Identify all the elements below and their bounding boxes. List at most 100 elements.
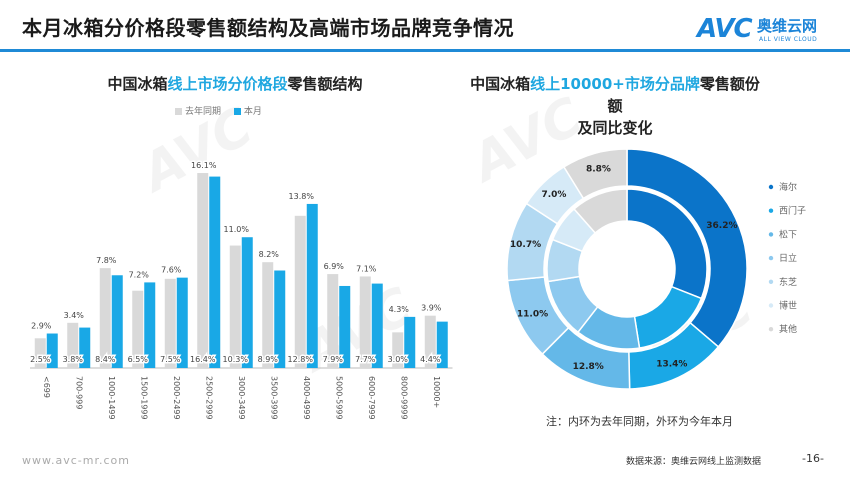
legend-marker [768, 279, 774, 284]
legend-swatch-prev [175, 108, 182, 115]
data-label-prev: 7.9% [323, 355, 344, 364]
data-label-current: 13.8% [289, 192, 315, 201]
x-tick-label: 3500-3999 [269, 376, 278, 420]
bar-chart-title: 中国冰箱线上市场分价格段零售额结构 [60, 73, 410, 94]
data-label-prev: 3.8% [63, 355, 84, 364]
bar-prev-year [34, 338, 46, 368]
legend-marker [768, 255, 774, 261]
data-label-current: 4.3% [389, 305, 410, 314]
legend-label-curr: 本月 [243, 107, 262, 117]
title-divider [0, 49, 850, 52]
bar-current-month [111, 275, 123, 368]
slice-label: 12.8% [573, 362, 604, 372]
data-label-prev: 6.5% [128, 355, 149, 364]
data-label-current: 6.9% [324, 262, 345, 271]
donut-title-part: 零售额份额 [607, 75, 760, 115]
bar-legend: 去年同期 本月 [175, 104, 272, 117]
bar-current-month [209, 176, 221, 368]
bar-prev-year [132, 290, 144, 368]
data-label-current: 2.9% [31, 322, 52, 331]
x-tick-label: 4000-4999 [302, 376, 311, 420]
donut-title-part: 中国冰箱 [470, 75, 531, 93]
donut-chart-title: 中国冰箱线上10000+市场分品牌零售额份额 及同比变化 [470, 73, 760, 139]
data-label-current: 16.1% [191, 161, 217, 170]
x-tick-label: 5000-5999 [334, 376, 343, 420]
x-tick-label: 700-999 [74, 376, 83, 409]
legend-label: 松下 [779, 228, 797, 240]
bar-current-month [274, 270, 286, 368]
data-label-prev: 16.4% [190, 355, 216, 364]
x-tick-label: 1000-1499 [107, 376, 116, 420]
data-label-prev: 8.9% [258, 355, 279, 364]
bar-current-month [241, 237, 253, 368]
data-source: 数据来源：奥维云网线上监测数据 [626, 457, 762, 467]
bar-prev-year [67, 322, 79, 368]
logo-mark: AVC [697, 14, 753, 44]
data-label-current: 7.1% [356, 264, 377, 273]
legend-label: 海尔 [779, 181, 797, 193]
bar-current-month [339, 285, 351, 368]
legend-label: 日立 [779, 252, 797, 264]
data-label-current: 11.0% [224, 225, 250, 234]
slice-label: 10.7% [510, 240, 541, 250]
legend-item-curr: 本月 [233, 107, 262, 117]
x-tick-label: 8000-9999 [399, 376, 408, 420]
bar-current-month [371, 283, 383, 368]
bar-prev-year [294, 215, 306, 368]
bar-prev-year [229, 245, 241, 368]
bar-prev-year [262, 262, 274, 368]
x-tick-label: 1500-1999 [139, 376, 148, 420]
slice-label: 36.2% [706, 221, 737, 231]
x-tick-label: 3000-3499 [237, 376, 246, 420]
bar-prev-year [164, 278, 176, 368]
data-label-prev: 8.4% [95, 355, 116, 364]
legend-label: 其他 [779, 323, 797, 335]
bar-prev-year [99, 268, 111, 368]
data-label-current: 3.4% [64, 311, 85, 320]
slice-label: 11.0% [517, 310, 548, 320]
legend-marker [768, 232, 774, 237]
page-number: -16- [802, 452, 824, 465]
data-label-prev: 7.7% [355, 355, 376, 364]
x-tick-label: 2500-2999 [204, 376, 213, 420]
x-tick-label: 2000-2499 [172, 376, 181, 420]
data-label-prev: 12.8% [288, 355, 314, 364]
avc-logo: AVC 奥维云网 ALL VIEW CLOUD [697, 14, 832, 46]
data-label-current: 7.8% [96, 256, 117, 265]
inner-ring-slice [573, 188, 628, 235]
legend-label: 西门子 [779, 205, 806, 217]
bar-title-highlight: 线上市场分价格段 [167, 75, 288, 93]
bar-title-part: 中国冰箱 [107, 75, 168, 93]
bar-prev-year [392, 332, 404, 368]
data-label-prev: 4.4% [420, 355, 441, 364]
data-label-current: 3.9% [421, 304, 442, 313]
bar-current-month [404, 316, 416, 368]
x-tick-label: 10000+ [432, 376, 441, 408]
data-label-prev: 10.3% [223, 355, 249, 364]
bar-prev-year [327, 274, 339, 368]
page-title: 本月冰箱分价格段零售额结构及高端市场品牌竞争情况 [22, 16, 514, 40]
slice-label: 13.4% [656, 359, 687, 369]
chart-note: 注：内环为去年同期，外环为今年本月 [546, 415, 733, 428]
footer-url: www.avc-mr.com [22, 454, 130, 467]
data-label-prev: 3.0% [388, 355, 409, 364]
legend-label: 博世 [779, 300, 797, 312]
outer-ring-slice [562, 148, 628, 200]
donut-title-highlight: 线上10000+市场分品牌 [530, 75, 700, 93]
data-label-prev: 2.5% [30, 355, 51, 364]
data-label-current: 8.2% [259, 250, 280, 259]
outer-ring-slice [626, 148, 748, 348]
bar-current-month [436, 321, 448, 368]
legend-marker [768, 327, 774, 332]
legend-marker [768, 208, 774, 213]
bar-title-part: 零售额结构 [287, 75, 363, 93]
bar-current-month [46, 333, 58, 368]
data-label-prev: 7.5% [160, 355, 181, 364]
legend-marker [768, 303, 774, 308]
donut-title-line2: 及同比变化 [577, 119, 653, 137]
bar-current-month [176, 277, 188, 368]
logo-cn-text: 奥维云网 [757, 17, 818, 35]
donut-chart: 36.2% 13.4% 12.8% 11.0% 10.7% 7.0% 8.8% 海尔西门子松下… [506, 148, 806, 390]
data-label-current: 7.6% [161, 266, 182, 275]
legend-label-prev: 去年同期 [185, 107, 222, 117]
